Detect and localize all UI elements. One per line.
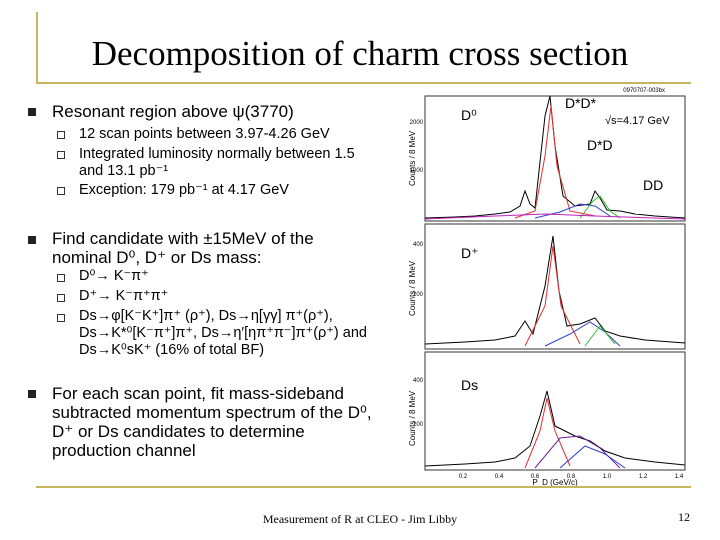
- bullet: Resonant region above ψ(3770): [52, 102, 294, 121]
- frame-vertical: [36, 12, 38, 84]
- x-tick-label: 0.4: [495, 474, 504, 480]
- y-tick-label: 2000: [410, 120, 424, 126]
- fit-curve: [514, 105, 596, 219]
- page-number: 12: [678, 510, 690, 524]
- x-tick-label: 0.2: [459, 474, 468, 480]
- slide-title: Decomposition of charm cross section: [91, 34, 629, 73]
- x-tick-label: 1.0: [603, 474, 612, 480]
- sub-bullet: 12 scan points between 3.97-4.26 GeV: [79, 126, 330, 142]
- bullet-marker: [28, 236, 36, 244]
- y-tick-label: 200: [413, 292, 424, 298]
- fit-curve: [424, 213, 686, 220]
- bullet: For each scan point, fit mass-sideband s…: [52, 384, 372, 460]
- histogram: [424, 235, 686, 345]
- fit-curve: [584, 325, 616, 347]
- plot-label: D⁰: [461, 107, 477, 123]
- plot-label: √s=4.17 GeV: [605, 115, 670, 127]
- x-tick-label: 0.8: [567, 474, 576, 480]
- sub-bullet: Ds→φ[K⁻K⁺]π⁺ (ρ⁺), Ds→η[γγ] π⁺(ρ⁺), Ds→K…: [79, 308, 367, 358]
- x-axis-label: P_D (GeV/c): [532, 478, 578, 486]
- sub-bullet: Integrated luminosity normally between 1…: [79, 146, 355, 179]
- bullet: Find candidate with ±15MeV of the nomina…: [52, 229, 314, 267]
- plot-code: 0970707-003bx: [623, 88, 665, 94]
- plot-label: D*D: [587, 137, 613, 153]
- panel: D⁺ 400 200 Counts / 8 MeV: [408, 223, 686, 350]
- y-axis-label: Counts / 8 MeV: [408, 260, 417, 316]
- frame-horizontal: [36, 82, 691, 84]
- y-tick-label: 1000: [410, 168, 424, 174]
- x-tick-label: 1.4: [675, 474, 684, 480]
- x-tick-label: 0.6: [531, 474, 540, 480]
- plot-figure: 0970707-003bx D⁰ D*D* √s=4.17 GeV D*D DD…: [408, 88, 686, 486]
- fit-curve: [579, 195, 621, 219]
- bullet-marker: [28, 108, 36, 116]
- plot-label: Ds: [461, 377, 478, 393]
- plot-label: D⁺: [461, 245, 479, 261]
- frame-bottom: [36, 486, 691, 488]
- sub-marker: [57, 314, 65, 322]
- sub-marker: [57, 187, 65, 195]
- fit-curve: [524, 397, 571, 469]
- plot-label: DD: [643, 177, 663, 193]
- fit-curve: [544, 321, 621, 347]
- y-axis-label: Counts / 8 MeV: [408, 390, 417, 446]
- panel-frame: [424, 223, 686, 350]
- plot-label: D*D*: [565, 95, 597, 111]
- sub-bullet: D⁺→ K⁻π⁺π⁺: [79, 288, 169, 304]
- panel-frame: [424, 351, 686, 471]
- sub-bullet: D⁰→ K⁻π⁺: [79, 268, 149, 284]
- fit-curve: [524, 245, 581, 347]
- y-tick-label: 400: [413, 378, 424, 384]
- sub-bullet: Exception: 179 pb⁻¹ at 4.17 GeV: [79, 182, 289, 198]
- sub-marker: [57, 274, 65, 282]
- sub-marker: [57, 131, 65, 139]
- x-tick-label: 1.2: [639, 474, 648, 480]
- bullet-marker: [28, 390, 36, 398]
- sub-marker: [57, 294, 65, 302]
- histogram: [424, 390, 686, 467]
- y-axis-label: Counts / 8 MeV: [408, 130, 417, 186]
- panel: D⁰ D*D* √s=4.17 GeV D*D DD 2000 1000 Cou…: [408, 95, 686, 222]
- footer: Measurement of R at CLEO - Jim Libby: [262, 512, 458, 526]
- sub-marker: [57, 151, 65, 159]
- y-tick-label: 200: [413, 422, 424, 428]
- y-tick-label: 400: [413, 242, 424, 248]
- panel-frame: [424, 95, 686, 222]
- fit-curve: [559, 445, 626, 469]
- panel: Ds 400 200 Counts / 8 MeV: [408, 351, 686, 471]
